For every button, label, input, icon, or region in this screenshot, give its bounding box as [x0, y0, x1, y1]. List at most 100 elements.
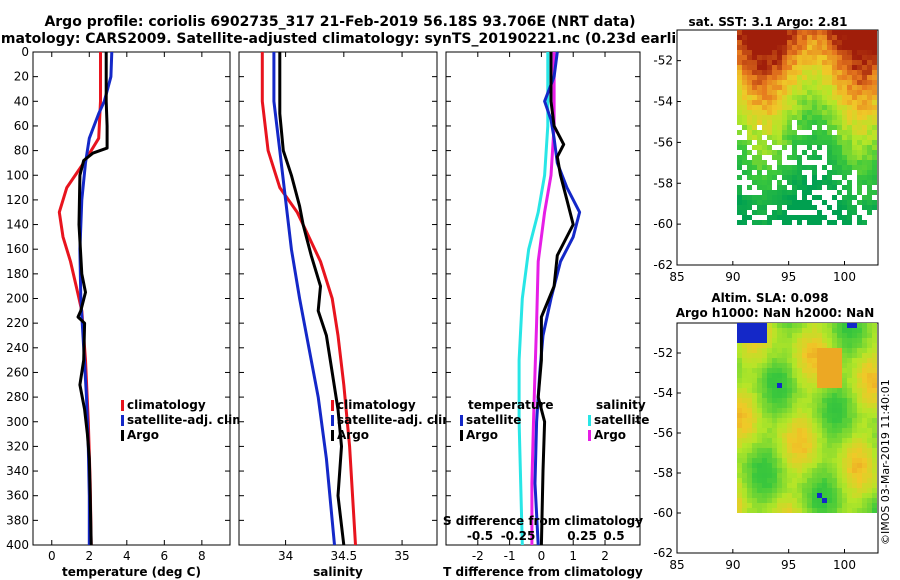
map-cell	[862, 383, 867, 388]
map-cell	[777, 508, 782, 513]
map-cell	[842, 110, 847, 115]
map-cell	[852, 135, 857, 140]
map-cell	[802, 473, 807, 478]
map-cell	[777, 165, 782, 170]
map-cell	[772, 60, 777, 65]
map-cell	[837, 498, 842, 503]
map-cell	[747, 60, 752, 65]
map-cell	[832, 433, 837, 438]
top-axis-tick-label: 0.25	[567, 529, 597, 543]
map-cell	[777, 190, 782, 195]
map-cell	[772, 175, 777, 180]
map-cell	[737, 443, 742, 448]
map-cell	[857, 478, 862, 483]
map-cell	[757, 145, 762, 150]
map-cell	[867, 423, 872, 428]
map-cell	[747, 170, 752, 175]
map-cell	[827, 160, 832, 165]
map-cell	[792, 398, 797, 403]
map-cell	[742, 30, 747, 35]
map-cell	[772, 363, 777, 368]
map-cell	[842, 80, 847, 85]
map-cell	[842, 85, 847, 90]
map-cell	[787, 478, 792, 483]
map-cell	[862, 378, 867, 383]
map-cell	[792, 468, 797, 473]
map-cell	[862, 35, 867, 40]
map-cell	[832, 503, 837, 508]
legend-label: satellite	[466, 413, 521, 427]
map-cell	[742, 120, 747, 125]
map-cell	[767, 110, 772, 115]
map-cell	[862, 388, 867, 393]
map-cell	[807, 503, 812, 508]
map-cell	[827, 478, 832, 483]
map-cell	[832, 95, 837, 100]
map-cell	[837, 80, 842, 85]
map-cell	[802, 368, 807, 373]
map-y-tick-label: -62	[653, 258, 673, 272]
map-cell	[802, 165, 807, 170]
map-cell	[817, 333, 822, 338]
top-axis-label: S difference from climatology	[443, 514, 643, 528]
map-cell	[772, 338, 777, 343]
map-cell	[782, 408, 787, 413]
map-cell	[737, 428, 742, 433]
map-cell	[872, 348, 877, 353]
map-cell	[847, 463, 852, 468]
map-cell	[742, 160, 747, 165]
map-cell	[817, 195, 822, 200]
map-cell	[832, 483, 837, 488]
map-cell	[857, 488, 862, 493]
map-cell	[807, 215, 812, 220]
map-cell	[737, 448, 742, 453]
map-cell	[757, 458, 762, 463]
map-cell	[777, 180, 782, 185]
map-cell	[752, 333, 757, 338]
map-cell	[857, 125, 862, 130]
map-cell	[832, 65, 837, 70]
map-cell	[827, 398, 832, 403]
map-cell	[812, 338, 817, 343]
map-cell	[767, 468, 772, 473]
map-cell	[842, 473, 847, 478]
map-cell	[802, 398, 807, 403]
map-cell	[807, 75, 812, 80]
map-cell	[867, 358, 872, 363]
map-cell	[737, 140, 742, 145]
map-cell	[872, 498, 877, 503]
map-cell	[822, 40, 827, 45]
map-cell	[767, 398, 772, 403]
map-cell	[802, 443, 807, 448]
map-cell	[852, 483, 857, 488]
map-cell	[812, 165, 817, 170]
y-tick-label: 400	[6, 538, 29, 552]
map-cell	[792, 130, 797, 135]
map-cell	[847, 493, 852, 498]
map-y-tick-label: -56	[653, 426, 673, 440]
map-cell	[807, 40, 812, 45]
map-cell	[867, 40, 872, 45]
map-cell	[807, 343, 812, 348]
map-cell	[842, 433, 847, 438]
map-cell	[842, 100, 847, 105]
x-tick-label: 34	[278, 549, 293, 563]
map-cell	[752, 408, 757, 413]
map-cell	[792, 180, 797, 185]
map-cell	[762, 200, 767, 205]
map-cell	[787, 333, 792, 338]
y-tick-label: 220	[6, 316, 29, 330]
map-cell	[817, 368, 822, 373]
map-cell	[742, 508, 747, 513]
map-cell	[857, 155, 862, 160]
map-cell	[837, 90, 842, 95]
map-cell	[742, 60, 747, 65]
map-cell	[857, 140, 862, 145]
map-cell	[852, 343, 857, 348]
map-cell	[862, 105, 867, 110]
map-cell	[777, 463, 782, 468]
map-cell	[772, 343, 777, 348]
map-cell	[832, 398, 837, 403]
map-cell	[817, 373, 822, 378]
map-cell	[747, 195, 752, 200]
